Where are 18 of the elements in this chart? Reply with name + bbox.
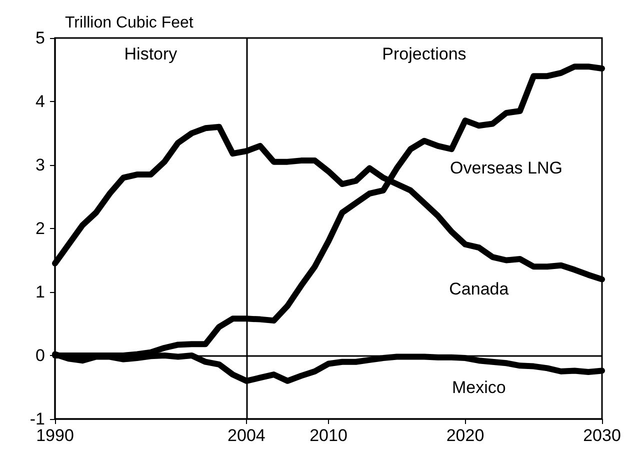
annotation: History	[124, 44, 178, 64]
y-tick-label: 5	[36, 28, 45, 48]
x-tick-label: 2010	[310, 426, 348, 445]
series-label: Overseas LNG	[450, 158, 562, 178]
y-tick-label: 2	[36, 219, 45, 238]
y-tick-label: 4	[36, 92, 45, 111]
x-tick-label: 2030	[583, 426, 621, 445]
annotation: Projections	[382, 44, 466, 64]
y-tick-label: 3	[36, 156, 45, 174]
y-tick-label: 1	[36, 282, 45, 302]
x-tick-label: 1990	[36, 426, 74, 445]
series-label: Canada	[449, 279, 510, 298]
y-tick-label: 0	[36, 346, 45, 365]
y-axis-title: Trillion Cubic Feet	[65, 14, 194, 32]
series-label: Mexico	[452, 378, 506, 397]
y-tick-label: -1	[30, 410, 45, 428]
x-tick-label: 2020	[446, 426, 484, 445]
x-tick-label: 2004	[228, 426, 266, 445]
